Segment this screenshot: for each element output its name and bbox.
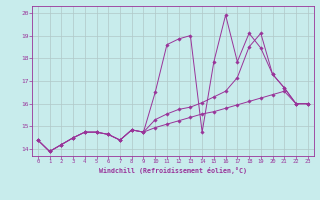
X-axis label: Windchill (Refroidissement éolien,°C): Windchill (Refroidissement éolien,°C) bbox=[99, 167, 247, 174]
